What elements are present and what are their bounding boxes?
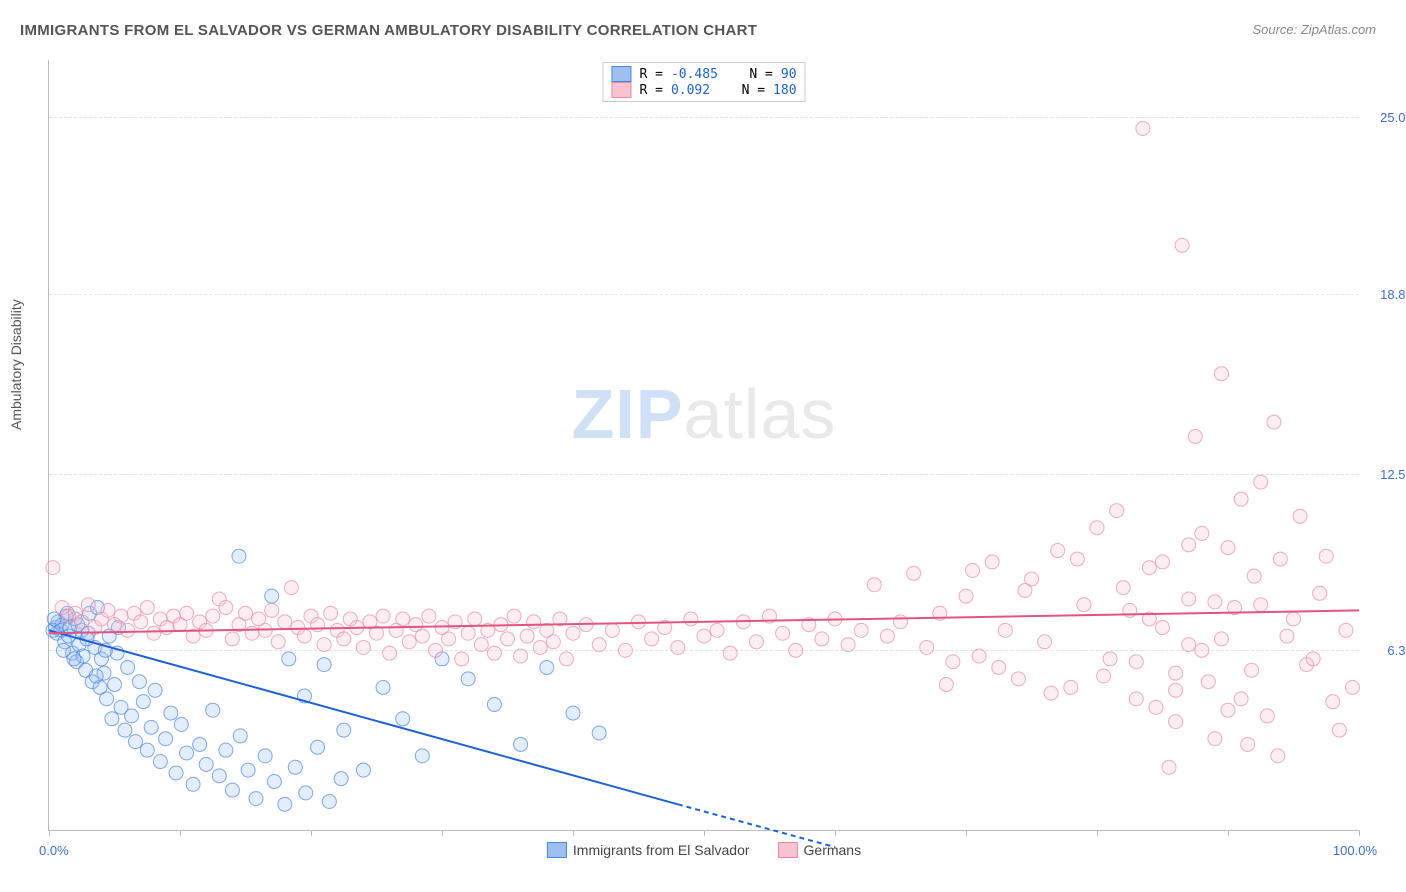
chart-plot-area: ZIPatlas 6.3%12.5%18.8%25.0% R = -0.485 …: [48, 60, 1359, 831]
series-legend-label-2: Germans: [804, 842, 862, 858]
y-axis-label: Ambulatory Disability: [8, 299, 24, 430]
legend-n-value-1: 90: [781, 67, 797, 82]
scatter-svg: [49, 60, 1359, 830]
legend-r-label-2: R =: [639, 83, 662, 98]
legend-n-label-2: N =: [718, 83, 765, 98]
x-axis-max-label: 100.0%: [1333, 843, 1377, 858]
legend-r-value-2: 0.092: [671, 83, 710, 98]
series-legend-label-1: Immigrants from El Salvador: [573, 842, 750, 858]
swatch-bottom-1: [547, 842, 567, 858]
chart-title: IMMIGRANTS FROM EL SALVADOR VS GERMAN AM…: [20, 22, 757, 39]
series-legend: Immigrants from El Salvador Germans: [547, 842, 861, 858]
swatch-series-1: [611, 66, 631, 82]
swatch-bottom-2: [778, 842, 798, 858]
swatch-series-2: [611, 82, 631, 98]
source-attribution: Source: ZipAtlas.com: [1252, 22, 1376, 37]
legend-r-value-1: -0.485: [671, 67, 718, 82]
correlation-legend: R = -0.485 N = 90 R = 0.092 N = 180: [602, 62, 805, 102]
legend-n-value-2: 180: [773, 83, 796, 98]
correlation-legend-row-2: R = 0.092 N = 180: [611, 82, 796, 98]
legend-r-label-1: R =: [639, 67, 662, 82]
series-legend-item-2: Germans: [778, 842, 862, 858]
correlation-legend-row-1: R = -0.485 N = 90: [611, 66, 796, 82]
x-axis-min-label: 0.0%: [39, 843, 69, 858]
series-legend-item-1: Immigrants from El Salvador: [547, 842, 750, 858]
legend-n-label-1: N =: [726, 67, 773, 82]
